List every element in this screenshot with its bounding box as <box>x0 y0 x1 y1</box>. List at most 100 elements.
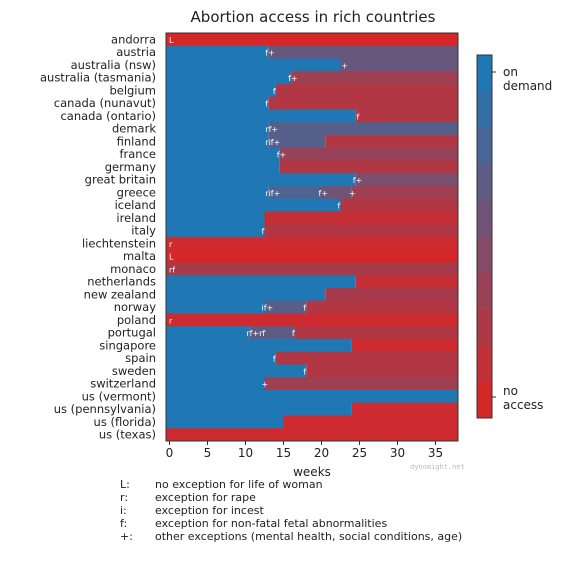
heatmap-cell <box>166 262 458 276</box>
heatmap-cell <box>268 96 458 110</box>
exception-mark: rf <box>169 265 175 274</box>
heatmap-cell <box>268 135 326 149</box>
heatmap-cell <box>268 122 458 136</box>
heatmap-cell <box>166 147 280 161</box>
heatmap-cell <box>166 313 458 327</box>
country-label: sweden <box>112 364 156 378</box>
x-tick-label: 35 <box>428 446 443 460</box>
heatmap-cell <box>166 198 341 212</box>
country-label: italy <box>131 224 156 238</box>
heatmap-cell <box>166 33 458 47</box>
exception-mark: rif+ <box>265 138 280 147</box>
country-label: poland <box>117 313 156 327</box>
country-label: us (florida) <box>94 415 156 429</box>
heatmap-cell <box>321 186 352 200</box>
colorbar-step <box>477 91 492 128</box>
country-label: great britain <box>85 173 156 187</box>
x-tick-label: 10 <box>238 446 253 460</box>
exception-mark: f <box>262 227 265 236</box>
exception-mark: L <box>169 36 174 45</box>
heatmap-cell <box>166 211 265 225</box>
heatmap-cell <box>166 364 307 378</box>
country-label: portugal <box>108 326 156 340</box>
heatmap-cell <box>166 84 276 98</box>
heatmap-cell <box>166 186 269 200</box>
heatmap-cell <box>351 339 458 353</box>
legend-text: no exception for life of woman <box>155 478 323 491</box>
legend: L: no exception for life of woman r: except… <box>120 478 462 543</box>
heatmap-cell <box>264 211 458 225</box>
colorbar-top-label: on <box>503 65 518 79</box>
exception-mark: f+ <box>277 151 287 160</box>
heatmap-cell <box>166 300 265 314</box>
heatmap-cell <box>166 249 458 263</box>
exception-mark: + <box>349 189 356 198</box>
heatmap-cell <box>355 109 458 123</box>
exception-mark: rf+ <box>265 125 278 134</box>
country-label: netherlands <box>87 275 156 289</box>
country-label: liechtenstein <box>82 236 156 250</box>
exception-mark: f <box>265 100 268 109</box>
country-label: monaco <box>110 262 156 276</box>
country-label: greece <box>117 185 156 199</box>
heatmap-cell <box>264 224 458 238</box>
legend-item: i: exception for incest <box>120 504 462 517</box>
heatmap-cell <box>166 71 292 85</box>
legend-text: exception for rape <box>155 491 256 504</box>
country-label: malta <box>123 249 156 263</box>
heatmap-cell <box>166 339 352 353</box>
colorbar-bottom-label: access <box>503 398 543 412</box>
legend-key: f: <box>120 517 128 530</box>
heatmap-cell <box>166 122 269 136</box>
colorbar-frame <box>476 54 493 419</box>
colorbar-step <box>477 236 492 274</box>
legend-item: +: other exceptions (mental health, socia… <box>120 530 462 543</box>
heatmap-cell <box>166 390 458 404</box>
exception-mark: + <box>262 380 269 389</box>
country-label: spain <box>125 351 156 365</box>
colorbar-step <box>477 163 492 201</box>
country-label: france <box>119 147 156 161</box>
exception-mark: + <box>341 61 348 70</box>
heatmap-cell <box>166 415 284 429</box>
country-label: belgium <box>109 83 156 97</box>
heatmap-cell <box>166 160 280 174</box>
plot-frame <box>165 32 459 442</box>
exception-mark: r <box>169 316 173 325</box>
exception-mark: f+ <box>319 189 329 198</box>
x-tick-label: 15 <box>276 446 291 460</box>
exception-mark: r <box>169 240 173 249</box>
legend-key: L: <box>120 478 130 491</box>
country-label: australia (nsw) <box>71 58 156 72</box>
heatmap-cell <box>340 198 458 212</box>
heatmap-cell <box>351 402 458 416</box>
heatmap-cell <box>283 415 458 429</box>
heatmap-cell <box>166 135 269 149</box>
country-label: switzerland <box>90 377 156 391</box>
country-label: norway <box>114 300 157 314</box>
exception-mark: if+ <box>262 304 274 313</box>
heatmap-cell <box>166 45 269 59</box>
heatmap-cell <box>166 402 352 416</box>
heatmap-cell <box>166 109 356 123</box>
country-label: austria <box>116 45 156 59</box>
heatmap-cell <box>268 45 458 59</box>
heatmap-cell <box>166 377 265 391</box>
exception-mark: f <box>303 367 306 376</box>
exception-mark: f+ <box>353 176 363 185</box>
heatmap-cell <box>355 275 458 289</box>
legend-text: exception for incest <box>155 504 264 517</box>
exception-mark: rif+ <box>265 189 280 198</box>
heatmap-cell <box>275 351 458 365</box>
exception-mark: f <box>273 87 276 96</box>
country-label: canada (nunavut) <box>54 96 156 110</box>
country-label: australia (tasmania) <box>40 71 156 85</box>
country-label: us (texas) <box>99 428 156 442</box>
country-label: germany <box>105 160 156 174</box>
exception-mark: f+ <box>265 49 275 58</box>
country-label: iceland <box>115 198 156 212</box>
heatmap-cell <box>279 160 458 174</box>
heatmap-cell <box>291 71 458 85</box>
exception-mark: f <box>338 202 341 211</box>
